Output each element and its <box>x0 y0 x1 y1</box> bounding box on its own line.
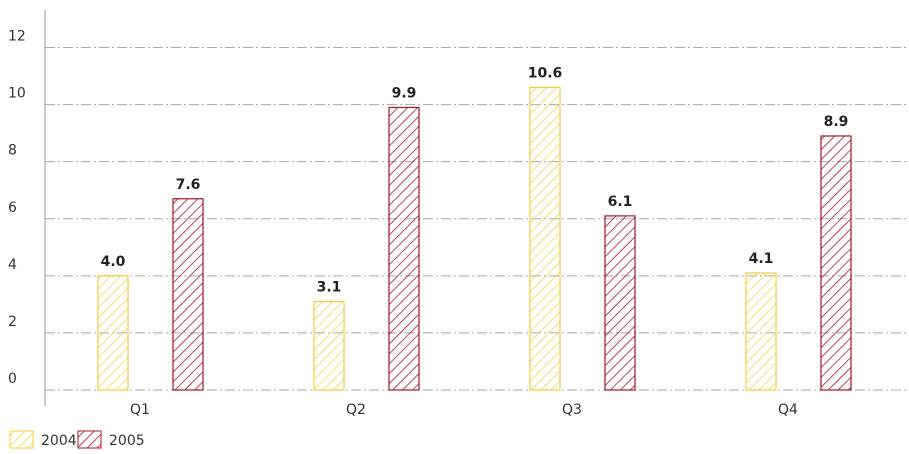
y-tick-label: 4 <box>8 257 17 273</box>
y-tick-label: 6 <box>8 200 17 216</box>
bar-2004-Q1 <box>97 275 129 391</box>
legend-swatch-2005 <box>77 430 102 449</box>
bar-2005-Q4 <box>820 135 852 391</box>
bar-2004-Q4 <box>745 272 777 391</box>
data-label: 4.0 <box>101 254 126 270</box>
x-axis-categories: Q1 Q2 Q3 Q4 <box>130 402 798 418</box>
data-label: 4.1 <box>749 251 774 267</box>
legend-swatch-2004 <box>9 430 34 449</box>
data-label: 3.1 <box>317 280 342 296</box>
y-axis-ticks: 0 2 4 6 8 10 12 <box>8 29 26 388</box>
data-labels: 4.0 7.6 3.1 9.9 10.6 6.1 4.1 8.9 <box>101 65 849 295</box>
y-tick-label: 10 <box>8 86 26 102</box>
bar-2005-Q1 <box>172 198 204 391</box>
x-category-label: Q2 <box>346 402 366 418</box>
x-category-label: Q4 <box>778 402 798 418</box>
bar-2005-Q3 <box>604 215 636 391</box>
y-tick-label: 2 <box>8 314 17 330</box>
bars <box>97 86 852 391</box>
y-tick-label: 12 <box>8 29 26 45</box>
data-label: 9.9 <box>392 85 417 101</box>
bar-2005-Q2 <box>388 106 420 391</box>
y-tick-label: 8 <box>8 143 17 159</box>
data-label: 8.9 <box>824 114 849 130</box>
legend-label: 2004 <box>41 433 77 449</box>
bar-2004-Q2 <box>313 300 345 391</box>
data-label: 7.6 <box>176 177 201 193</box>
bar-2004-Q3 <box>529 86 561 391</box>
x-category-label: Q1 <box>130 402 150 418</box>
data-label: 10.6 <box>528 65 563 81</box>
x-category-label: Q3 <box>562 402 582 418</box>
legend: 2004 2005 <box>9 430 145 449</box>
y-tick-label: 0 <box>8 371 17 387</box>
legend-label: 2005 <box>109 433 145 449</box>
data-label: 6.1 <box>608 194 633 210</box>
